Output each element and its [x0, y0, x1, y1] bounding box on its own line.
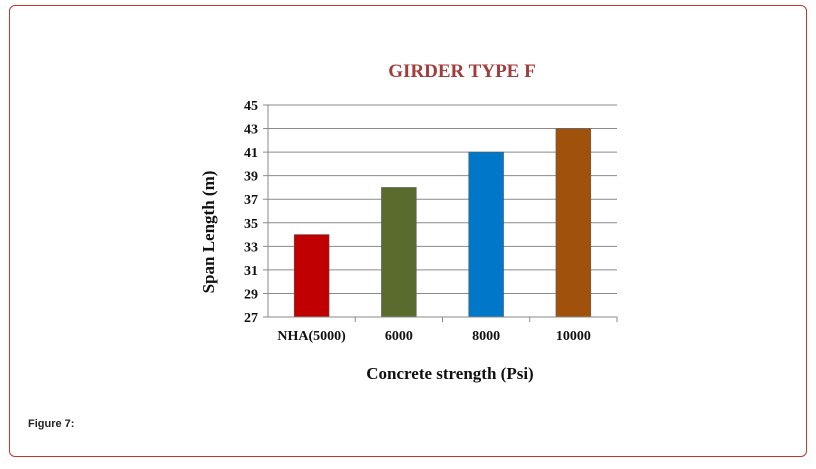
- x-tick-label: 8000: [472, 329, 500, 344]
- y-tick-label: 37: [244, 193, 258, 208]
- y-tick-label: 33: [244, 240, 258, 255]
- x-tick-label: NHA(5000): [277, 329, 346, 344]
- y-tick-label: 35: [244, 217, 258, 232]
- y-tick-labels: 27 29 31 33 35 37 39 41 43 45: [244, 99, 268, 326]
- x-tick-label: 6000: [385, 329, 413, 344]
- figure-caption: Figure 7:: [28, 418, 75, 430]
- y-tick-label: 31: [244, 264, 258, 279]
- y-tick-label: 29: [244, 287, 258, 302]
- y-tick-label: 41: [244, 146, 258, 161]
- y-tick-label: 45: [244, 99, 258, 114]
- y-axis-label: Span Length (m): [199, 171, 218, 294]
- y-tick-label: 27: [244, 311, 258, 326]
- bar-nha-5000: [293, 234, 330, 318]
- bar-8000: [468, 151, 504, 318]
- x-tick-label: 10000: [556, 329, 591, 344]
- x-axis-label: Concrete strength (Psi): [366, 364, 533, 383]
- bar-6000: [381, 187, 417, 318]
- x-tick-labels: NHA(5000) 6000 8000 10000: [277, 317, 618, 344]
- y-tick-label: 39: [244, 170, 258, 185]
- y-tick-label: 43: [244, 123, 258, 138]
- chart-title: GIRDER TYPE F: [388, 61, 535, 82]
- bar-10000: [555, 128, 592, 318]
